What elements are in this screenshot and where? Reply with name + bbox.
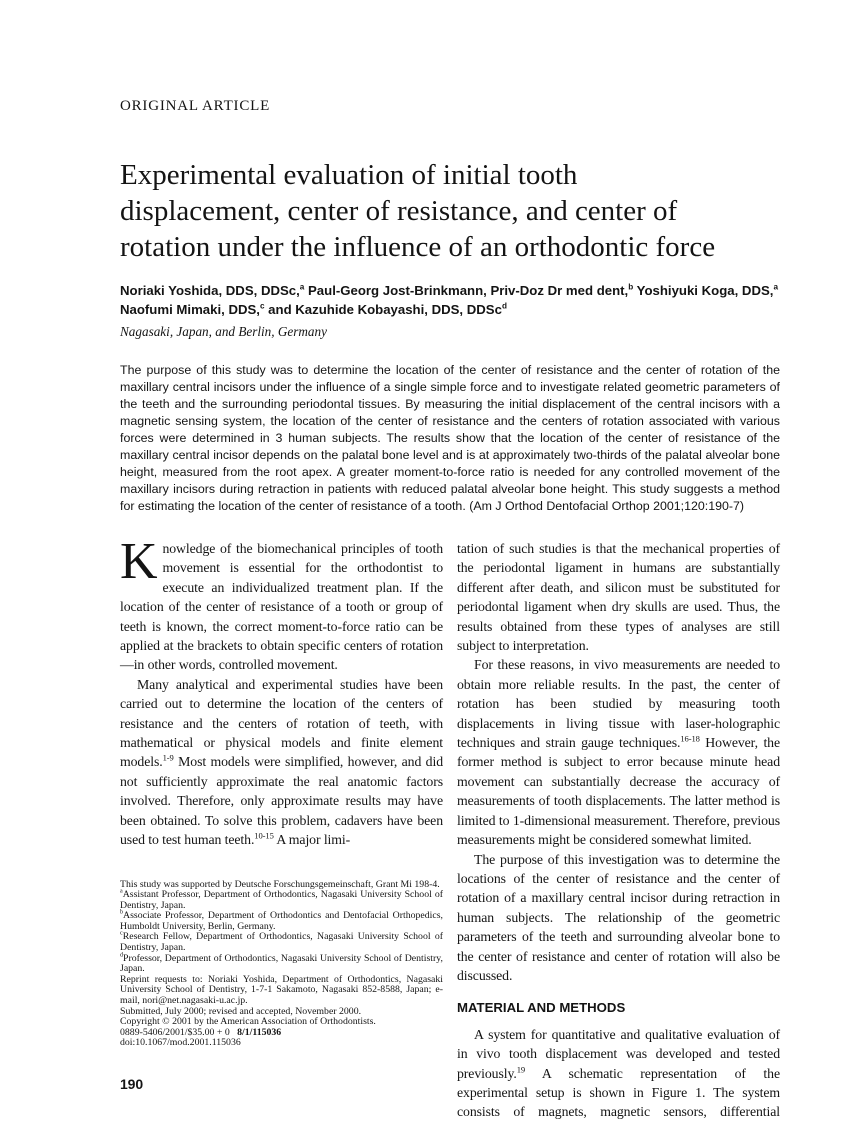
right-column: tation of such studies is that the mecha…: [457, 539, 780, 1122]
footnote-affiliation-a: aAssistant Professor, Department of Orth…: [120, 888, 443, 911]
footnote-doi: doi:10.1067/mod.2001.115036: [120, 1037, 241, 1049]
page-number: 190: [120, 1076, 144, 1092]
footnote-block: This study was supported by Deutsche For…: [120, 878, 443, 1050]
body-paragraph-4: A system for quantitative and qualitativ…: [457, 1026, 780, 1120]
footnote-issn-code: 0889-5406/2001/$35.00 + 0 8/1/115036: [120, 1026, 282, 1038]
article-type-label: ORIGINAL ARTICLE: [120, 98, 271, 114]
footnote-affiliation-b: bAssociate Professor, Department of Orth…: [120, 910, 443, 932]
footnote-funding: This study was supported by Deutsche For…: [120, 878, 440, 890]
footnote-copyright: Copyright © 2001 by the American Associa…: [120, 1016, 376, 1028]
intro-paragraph-1-text: nowledge of the biomechanical principles…: [120, 541, 443, 673]
authors-line-2: Naofumi Mimaki, DDS,c and Kazuhide Kobay…: [120, 301, 507, 317]
body-paragraph-continuation: tation of such studies is that the mecha…: [457, 541, 780, 654]
authors-line-1: Noriaki Yoshida, DDS, DDSc,a Paul-Georg …: [120, 282, 778, 298]
title-line-3: rotation under the influence of an ortho…: [120, 231, 716, 263]
footnote-affiliation-d: dProfessor, Department of Orthodontics, …: [120, 952, 443, 975]
body-paragraph-2: For these reasons, in vivo measurements …: [457, 657, 780, 848]
body-paragraph-3: The purpose of this investigation was to…: [457, 851, 780, 983]
footnote-affiliation-c: cResearch Fellow, Department of Orthodon…: [120, 931, 443, 954]
author-list: Noriaki Yoshida, DDS, DDSc,a Paul-Georg …: [120, 281, 780, 319]
intro-paragraph-2: Many analytical and experimental studies…: [120, 676, 443, 848]
section-heading-material-and-methods: MATERIAL AND METHODS: [457, 1000, 626, 1016]
title-line-2: displacement, center of resistance, and …: [120, 195, 678, 227]
abstract-text: The purpose of this study was to determi…: [120, 363, 780, 513]
page-title: Experimental evaluation of initial tooth…: [120, 157, 780, 265]
title-line-1: Experimental evaluation of initial tooth: [120, 159, 578, 191]
drop-cap: K: [120, 533, 158, 590]
footnote-submission-dates: Submitted, July 2000; revised and accept…: [120, 1005, 362, 1017]
affiliation: Nagasaki, Japan, and Berlin, Germany: [120, 324, 327, 339]
footnote-reprint-requests: Reprint requests to: Noriaki Yoshida, De…: [120, 973, 443, 1007]
